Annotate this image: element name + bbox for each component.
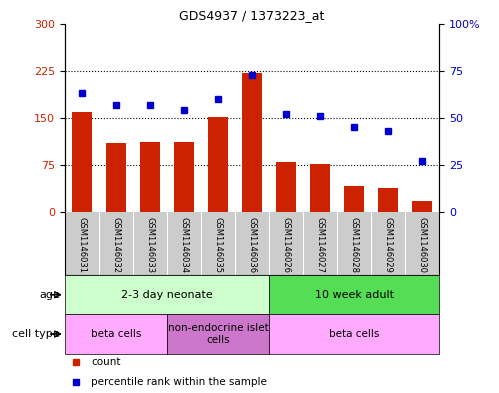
Text: GSM1146030: GSM1146030 — [418, 217, 427, 273]
Text: age: age — [39, 290, 60, 300]
Text: 2-3 day neonate: 2-3 day neonate — [121, 290, 213, 300]
Text: GSM1146028: GSM1146028 — [350, 217, 359, 273]
Text: GSM1146031: GSM1146031 — [77, 217, 86, 273]
Text: 10 week adult: 10 week adult — [314, 290, 394, 300]
Bar — [378, 188, 398, 212]
Bar — [208, 117, 228, 212]
Text: GSM1146033: GSM1146033 — [145, 217, 154, 274]
Bar — [310, 164, 330, 212]
Text: GSM1146036: GSM1146036 — [248, 217, 256, 274]
Bar — [412, 201, 432, 212]
Text: GSM1146032: GSM1146032 — [111, 217, 120, 273]
Bar — [65, 314, 167, 354]
Title: GDS4937 / 1373223_at: GDS4937 / 1373223_at — [179, 9, 325, 22]
Bar — [269, 314, 439, 354]
Bar — [140, 142, 160, 212]
Text: GSM1146034: GSM1146034 — [180, 217, 189, 273]
Text: beta cells: beta cells — [329, 329, 379, 339]
Text: GSM1146035: GSM1146035 — [214, 217, 223, 273]
Text: GSM1146027: GSM1146027 — [315, 217, 324, 273]
Bar — [106, 143, 126, 212]
Text: cell type: cell type — [12, 329, 60, 339]
Bar — [65, 275, 269, 314]
Bar — [242, 73, 262, 212]
Bar — [344, 186, 364, 212]
Bar — [269, 275, 439, 314]
Text: non-endocrine islet
cells: non-endocrine islet cells — [168, 323, 268, 345]
Bar — [276, 162, 296, 212]
Bar — [174, 142, 194, 212]
Text: GSM1146029: GSM1146029 — [384, 217, 393, 273]
Bar — [167, 314, 269, 354]
Text: count: count — [91, 357, 121, 367]
Bar — [72, 112, 92, 212]
Text: percentile rank within the sample: percentile rank within the sample — [91, 377, 267, 387]
Text: GSM1146026: GSM1146026 — [281, 217, 290, 273]
Text: beta cells: beta cells — [91, 329, 141, 339]
